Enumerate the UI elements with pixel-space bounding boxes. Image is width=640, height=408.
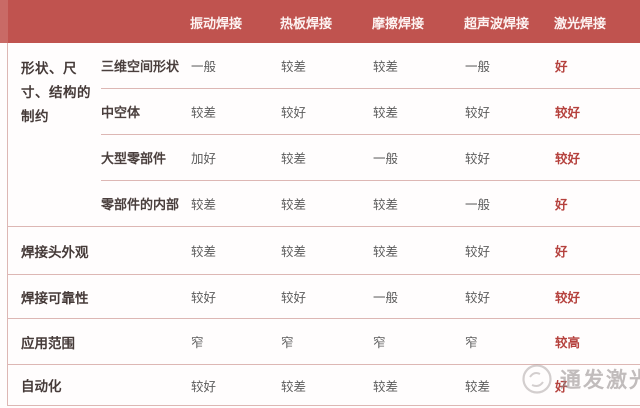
cell-value: 较差 — [373, 379, 399, 394]
cell-value-laser: 较好 — [555, 106, 581, 120]
cell-value: 较好 — [191, 379, 217, 394]
row-label: 自动化 — [21, 379, 62, 394]
cell-value: 较好 — [465, 291, 491, 305]
table-row-part-interior: 零部件的内部 较差 较差 较差 一般 好 — [101, 180, 640, 226]
header-spacer — [0, 21, 100, 23]
cell-value: 较差 — [465, 379, 491, 394]
header-spacer — [100, 21, 188, 23]
table-header: 振动焊接 热板焊接 摩擦焊接 超声波焊接 激光焊接 — [0, 0, 640, 43]
cell-value: 较好 — [465, 106, 491, 120]
cell-value: 一般 — [465, 198, 491, 212]
cell-value-laser: 较好 — [555, 152, 581, 166]
row-label: 焊接头外观 — [21, 244, 89, 260]
row-group-shape-size-structure: 形状、尺寸、结构的制约 三维空间形状 一般 较差 较差 一般 好 中空体 较差 … — [8, 43, 640, 226]
cell-value: 较差 — [191, 198, 217, 212]
cell-value: 较好 — [281, 291, 307, 305]
row-label: 零部件的内部 — [101, 197, 180, 212]
cell-value-laser: 好 — [555, 198, 568, 212]
column-header-hotplate-welding: 热板焊接 — [280, 16, 333, 31]
cell-value: 一般 — [465, 60, 491, 74]
column-header-ultrasonic-welding: 超声波焊接 — [464, 16, 530, 31]
cell-value: 较差 — [281, 245, 307, 259]
cell-value: 较差 — [281, 198, 307, 212]
table-row-hollow-body: 中空体 较差 较好 较差 较好 较好 — [101, 88, 640, 134]
column-header-friction-welding: 摩擦焊接 — [372, 16, 425, 31]
cell-value: 较差 — [191, 106, 217, 120]
cell-value: 窄 — [373, 336, 386, 350]
cell-value: 较差 — [373, 198, 399, 212]
row-group-subrows: 三维空间形状 一般 较差 较差 一般 好 中空体 较差 较好 较差 较好 较好 … — [101, 43, 640, 226]
column-header-vibration-welding: 振动焊接 — [190, 16, 243, 31]
cell-value-laser: 好 — [555, 379, 568, 394]
table-row-automation: 自动化 较好 较差 较差 较差 好 — [8, 364, 640, 405]
cell-value: 较差 — [191, 245, 217, 259]
table-row-weld-reliability: 焊接可靠性 较好 较好 一般 较好 较好 — [8, 274, 640, 318]
cell-value-laser: 较好 — [555, 291, 581, 305]
cell-value: 一般 — [373, 291, 399, 305]
cell-value: 较差 — [373, 245, 399, 259]
header-left-strip — [0, 0, 8, 43]
table-row-application-range: 应用范围 窄 窄 窄 窄 较高 — [8, 318, 640, 364]
cell-value: 窄 — [465, 336, 478, 350]
cell-value: 较差 — [373, 106, 399, 120]
cell-value: 较好 — [465, 245, 491, 259]
cell-value: 较差 — [281, 379, 307, 394]
row-label: 应用范围 — [21, 335, 75, 351]
row-label: 三维空间形状 — [101, 59, 180, 74]
table-body: 形状、尺寸、结构的制约 三维空间形状 一般 较差 较差 一般 好 中空体 较差 … — [7, 43, 640, 406]
cell-value: 较好 — [191, 291, 217, 305]
cell-value: 一般 — [191, 60, 217, 74]
table-row-large-parts: 大型零部件 加好 较差 一般 较好 较好 — [101, 134, 640, 180]
cell-value: 较差 — [373, 60, 399, 74]
row-label: 大型零部件 — [101, 151, 167, 166]
cell-value-laser: 好 — [555, 60, 568, 74]
cell-value: 较好 — [281, 106, 307, 120]
cell-value: 窄 — [281, 336, 294, 350]
cell-value-laser: 较高 — [555, 336, 581, 350]
row-label: 中空体 — [101, 105, 141, 120]
table-row-3d-shape: 三维空间形状 一般 较差 较差 一般 好 — [101, 43, 640, 88]
cell-value: 较差 — [281, 60, 307, 74]
row-label: 焊接可靠性 — [21, 290, 89, 306]
table-row-joint-appearance: 焊接头外观 较差 较差 较差 较好 好 — [8, 226, 640, 274]
cell-value: 一般 — [373, 152, 399, 166]
cell-value: 加好 — [191, 152, 217, 166]
cell-value: 较差 — [281, 152, 307, 166]
column-header-laser-welding: 激光焊接 — [554, 16, 607, 31]
row-group-category-label: 形状、尺寸、结构的制约 — [21, 61, 91, 124]
cell-value: 窄 — [191, 336, 204, 350]
cell-value: 较好 — [465, 152, 491, 166]
cell-value-laser: 好 — [555, 245, 568, 259]
